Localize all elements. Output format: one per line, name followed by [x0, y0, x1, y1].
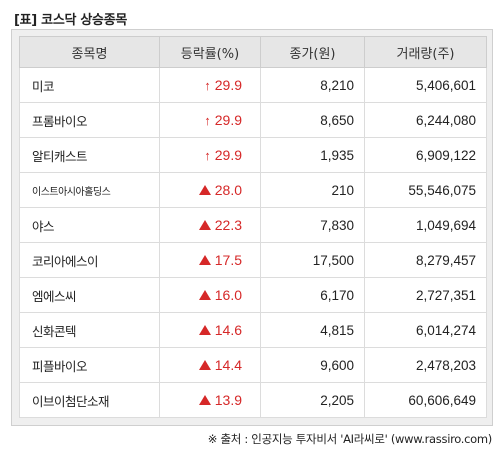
upper-limit-arrow-icon: ↑	[204, 113, 211, 128]
close-price: 4,815	[260, 312, 365, 348]
change-rate-value: 29.9	[214, 147, 242, 163]
change-rate-value: 29.9	[214, 77, 242, 93]
trade-volume: 2,727,351	[364, 277, 487, 313]
change-rate-value: 28.0	[214, 182, 242, 198]
close-price: 9,600	[260, 347, 365, 383]
change-rate-cell: 28.0	[159, 172, 261, 208]
up-triangle-icon	[198, 325, 211, 335]
change-rate-cell: ↑ 29.9	[159, 102, 261, 138]
stock-table: 종목명 등락률(%) 종가(원) 거래량(주) 미코 ↑ 29.9 8,210 5,40…	[19, 36, 487, 418]
table-row: 프롬바이오 ↑ 29.9 8,650 6,244,080	[19, 102, 487, 138]
change-rate-cell: 13.9	[159, 382, 261, 418]
close-price: 7,830	[260, 207, 365, 243]
change-rate-value: 29.9	[214, 112, 242, 128]
stock-name: 피플바이오	[19, 347, 160, 383]
table-row: 알티캐스트 ↑ 29.9 1,935 6,909,122	[19, 137, 487, 173]
change-rate-cell: 14.4	[159, 347, 261, 383]
change-rate-cell: 17.5	[159, 242, 261, 278]
stock-name: 프롬바이오	[19, 102, 160, 138]
header-name: 종목명	[19, 36, 160, 68]
close-price: 8,650	[260, 102, 365, 138]
stock-name: 엠에스씨	[19, 277, 160, 313]
change-rate-cell: 14.6	[159, 312, 261, 348]
stock-name: 신화콘텍	[19, 312, 160, 348]
upper-limit-arrow-icon: ↑	[204, 78, 211, 93]
stock-name: 이브이첨단소재	[19, 382, 160, 418]
change-rate-value: 16.0	[214, 287, 242, 303]
header-row: 종목명 등락률(%) 종가(원) 거래량(주)	[19, 36, 487, 68]
close-price: 2,205	[260, 382, 365, 418]
table-row: 코리아에스이 17.5 17,500 8,279,457	[19, 242, 487, 278]
stock-name: 알티캐스트	[19, 137, 160, 173]
change-rate-cell: 16.0	[159, 277, 261, 313]
up-triangle-icon	[198, 255, 211, 265]
upper-limit-arrow-icon: ↑	[204, 148, 211, 163]
change-rate-value: 14.6	[214, 322, 242, 338]
trade-volume: 5,406,601	[364, 67, 487, 103]
change-rate-value: 22.3	[214, 217, 242, 233]
table-row: 이스트아시아홀딩스 28.0 210 55,546,075	[19, 172, 487, 208]
trade-volume: 8,279,457	[364, 242, 487, 278]
change-rate-value: 13.9	[214, 392, 242, 408]
trade-volume: 2,478,203	[364, 347, 487, 383]
close-price: 8,210	[260, 67, 365, 103]
close-price: 1,935	[260, 137, 365, 173]
table-row: 이브이첨단소재 13.9 2,205 60,606,649	[19, 382, 487, 418]
trade-volume: 6,909,122	[364, 137, 487, 173]
change-rate-value: 17.5	[214, 252, 242, 268]
header-volume: 거래량(주)	[364, 36, 487, 68]
close-price: 210	[260, 172, 365, 208]
stock-name: 야스	[19, 207, 160, 243]
trade-volume: 55,546,075	[364, 172, 487, 208]
table-row: 엠에스씨 16.0 6,170 2,727,351	[19, 277, 487, 313]
trade-volume: 6,244,080	[364, 102, 487, 138]
header-price: 종가(원)	[260, 36, 365, 68]
table-row: 미코 ↑ 29.9 8,210 5,406,601	[19, 67, 487, 103]
change-rate-value: 14.4	[214, 357, 242, 373]
table-row: 피플바이오 14.4 9,600 2,478,203	[19, 347, 487, 383]
change-rate-cell: 22.3	[159, 207, 261, 243]
trade-volume: 60,606,649	[364, 382, 487, 418]
table-row: 야스 22.3 7,830 1,049,694	[19, 207, 487, 243]
change-rate-cell: ↑ 29.9	[159, 137, 261, 173]
trade-volume: 6,014,274	[364, 312, 487, 348]
stock-name: 코리아에스이	[19, 242, 160, 278]
close-price: 17,500	[260, 242, 365, 278]
up-triangle-icon	[198, 360, 211, 370]
change-rate-cell: ↑ 29.9	[159, 67, 261, 103]
up-triangle-icon	[198, 395, 211, 405]
header-rate: 등락률(%)	[159, 36, 261, 68]
close-price: 6,170	[260, 277, 365, 313]
up-triangle-icon	[198, 220, 211, 230]
trade-volume: 1,049,694	[364, 207, 487, 243]
up-triangle-icon	[198, 185, 211, 195]
stock-name: 이스트아시아홀딩스	[19, 172, 160, 208]
up-triangle-icon	[198, 290, 211, 300]
table-row: 신화콘텍 14.6 4,815 6,014,274	[19, 312, 487, 348]
source-note: ※ 출처 : 인공지능 투자비서 'AI라씨로' (www.rassiro.co…	[207, 432, 493, 446]
table-title: [표] 코스닥 상승종목	[14, 13, 128, 28]
stock-name: 미코	[19, 67, 160, 103]
